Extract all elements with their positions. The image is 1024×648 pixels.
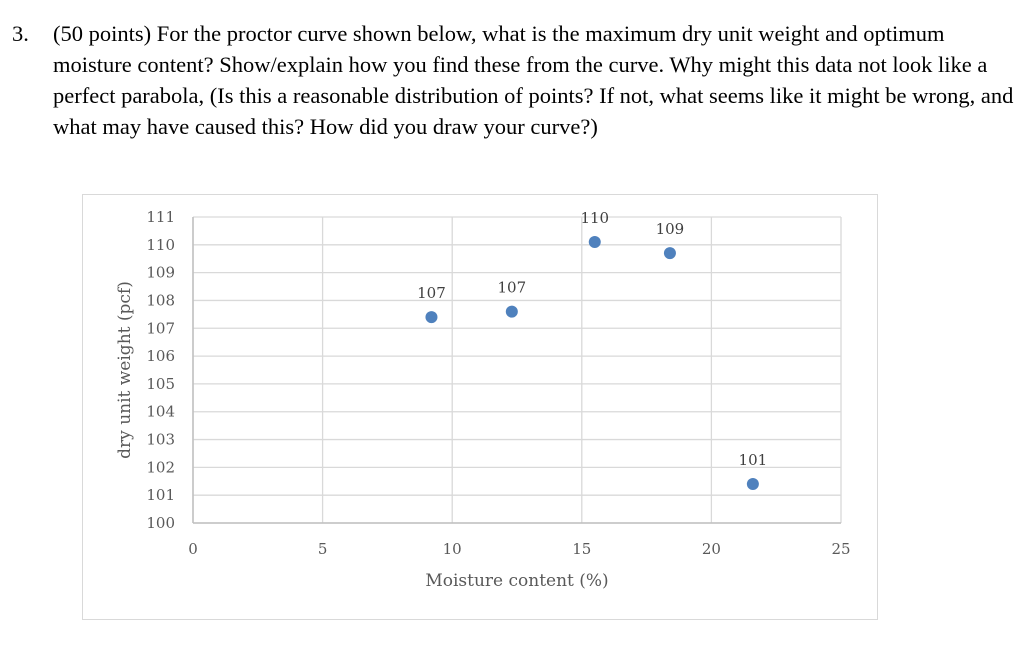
x-tick-label: 10 <box>443 540 462 558</box>
data-label: 109 <box>656 220 685 238</box>
y-tick-label: 110 <box>146 236 175 254</box>
x-tick-label: 20 <box>702 540 721 558</box>
x-axis-title: Moisture content (%) <box>425 571 608 591</box>
data-label: 107 <box>417 284 446 302</box>
question-number: 3. <box>12 21 29 46</box>
y-tick-label: 100 <box>146 514 175 532</box>
y-tick-label: 106 <box>146 347 175 365</box>
data-point-marker <box>588 236 601 249</box>
y-tick-label: 105 <box>146 375 175 393</box>
y-tick-label: 107 <box>146 319 175 337</box>
data-point-marker <box>505 305 518 318</box>
y-axis-tick-labels: 100 101 102 103 104 105 106 107 108 109 110 111 <box>146 208 175 532</box>
y-axis-title: dry unit weight (pcf) <box>115 281 135 459</box>
data-point-marker <box>746 478 759 491</box>
x-tick-label: 0 <box>188 540 198 558</box>
y-tick-label: 101 <box>146 486 175 504</box>
data-point-marker <box>425 311 438 324</box>
data-label: 107 <box>497 279 526 297</box>
x-tick-label: 25 <box>831 540 850 558</box>
x-tick-label: 5 <box>318 540 328 558</box>
y-tick-label: 104 <box>146 403 175 421</box>
question-text-block: 3. (50 points) For the proctor curve sho… <box>12 18 1017 142</box>
y-tick-label: 109 <box>146 264 175 282</box>
y-tick-label: 111 <box>146 208 175 226</box>
question-prompt: (50 points) For the proctor curve shown … <box>53 21 1014 139</box>
data-point-marker <box>663 247 676 260</box>
y-tick-label: 108 <box>146 291 175 309</box>
y-tick-label: 102 <box>146 458 175 476</box>
data-points: 107 107 110 109 101 <box>417 209 768 491</box>
chart-container <box>82 194 878 620</box>
data-label: 110 <box>580 209 609 227</box>
y-tick-label: 103 <box>146 431 175 449</box>
x-tick-label: 15 <box>572 540 591 558</box>
x-axis-tick-labels: 0 5 10 15 20 25 <box>188 540 850 558</box>
gridlines <box>192 216 842 524</box>
data-label: 101 <box>739 451 768 469</box>
